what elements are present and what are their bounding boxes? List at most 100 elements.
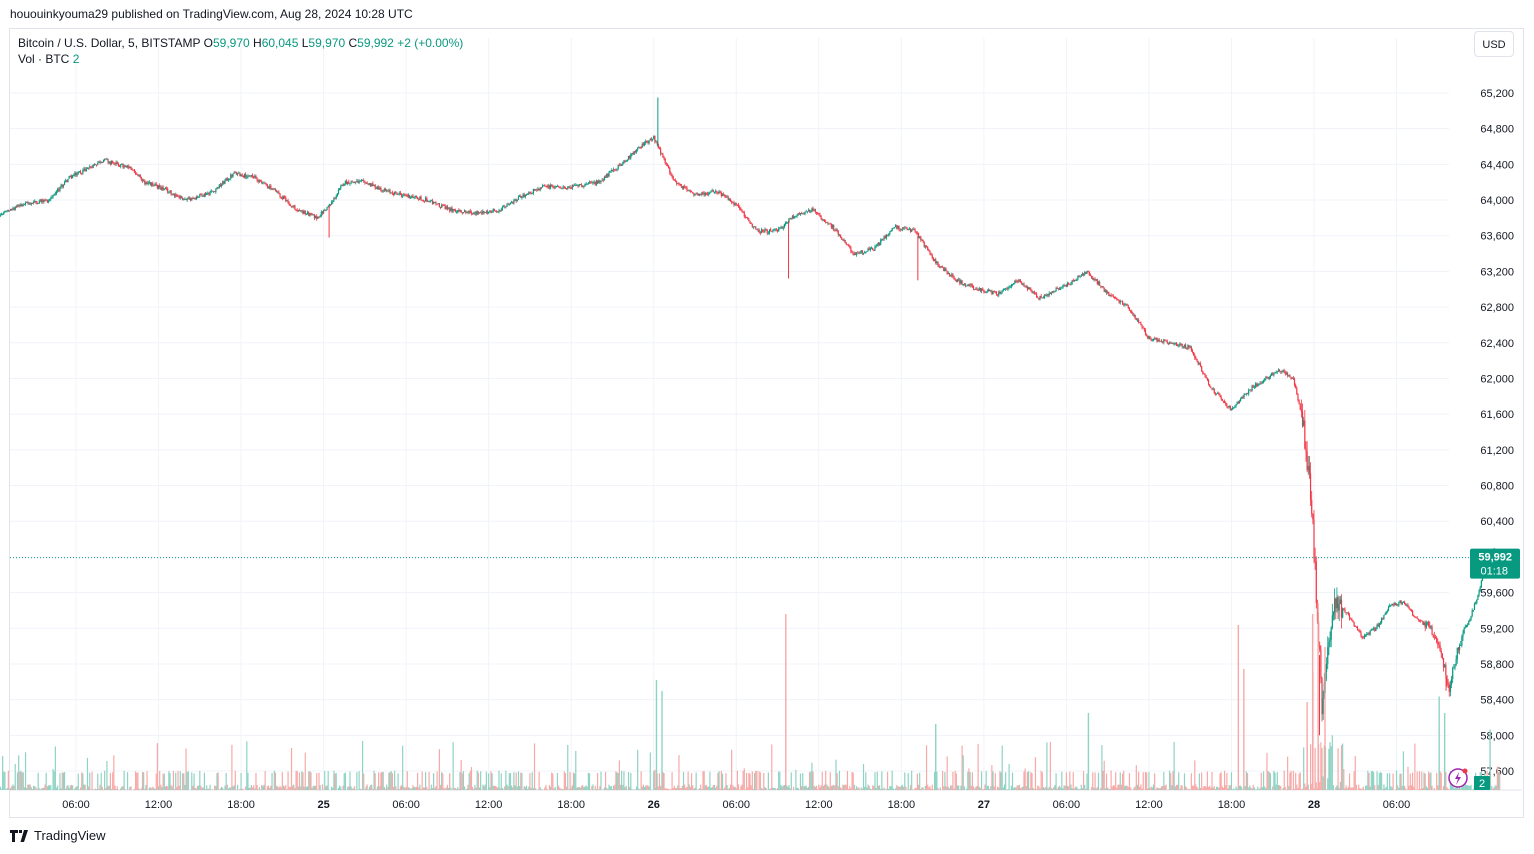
volume-bar xyxy=(20,770,22,790)
candle-body xyxy=(896,225,898,229)
volume-bar xyxy=(412,785,414,790)
volume-bar xyxy=(429,789,431,790)
candle-body xyxy=(30,203,32,205)
candle-body xyxy=(450,207,452,211)
candle-body xyxy=(712,190,714,193)
candle-body xyxy=(1176,345,1179,347)
candle-body xyxy=(639,147,641,148)
volume-bar xyxy=(953,788,955,790)
candle-body xyxy=(1210,386,1212,389)
volume-bar xyxy=(1422,788,1424,790)
candle-body xyxy=(1094,279,1096,280)
candle-body xyxy=(1175,342,1178,346)
volume-bar xyxy=(649,752,651,790)
candle-body xyxy=(661,153,663,155)
candle-body xyxy=(481,211,483,214)
candle-body xyxy=(1068,282,1070,285)
candle-body xyxy=(81,173,83,174)
volume-label[interactable]: Vol · BTC xyxy=(18,52,70,66)
candle-body xyxy=(878,242,881,245)
volume-bar xyxy=(880,788,882,790)
volume-bar xyxy=(1248,787,1250,790)
lightning-bolt-icon[interactable] xyxy=(1448,768,1468,788)
volume-bar xyxy=(767,772,769,790)
volume-bar xyxy=(686,787,688,790)
volume-bar xyxy=(1371,770,1374,790)
candle-body xyxy=(882,238,884,240)
candle-body xyxy=(334,198,336,199)
symbol-label[interactable]: Bitcoin / U.S. Dollar, 5, BITSTAMP xyxy=(18,36,201,50)
candle-body xyxy=(1190,346,1192,351)
candle-body xyxy=(229,178,231,180)
volume-bar xyxy=(950,785,952,790)
volume-bar xyxy=(457,787,459,790)
candle-body xyxy=(1334,598,1336,613)
candle-body xyxy=(177,196,179,198)
candle-body xyxy=(960,280,962,284)
volume-bar xyxy=(1187,789,1189,790)
volume-bar xyxy=(1249,785,1251,790)
volume-bar xyxy=(948,788,951,790)
candle-body xyxy=(327,206,329,208)
volume-bar xyxy=(654,769,656,790)
volume-bar xyxy=(905,786,907,790)
candle-body xyxy=(852,253,854,256)
volume-bar xyxy=(920,789,922,790)
candle-body xyxy=(176,194,178,197)
volume-bar xyxy=(28,784,30,790)
candle-body xyxy=(618,164,620,166)
candle-body xyxy=(27,202,29,204)
candle-body xyxy=(462,212,465,214)
volume-bar xyxy=(1253,787,1255,790)
volume-bar xyxy=(1215,786,1218,790)
volume-bar xyxy=(1460,788,1462,790)
candle-body xyxy=(374,184,376,188)
volume-bar xyxy=(546,789,548,790)
candle-body xyxy=(380,187,382,192)
volume-bar xyxy=(1413,786,1415,790)
candle-body xyxy=(162,187,164,190)
volume-bar xyxy=(809,772,811,790)
candle-body xyxy=(892,227,894,229)
candle-body xyxy=(1044,295,1046,298)
candle-body xyxy=(584,183,586,186)
volume-bar xyxy=(1069,771,1071,790)
candle-body xyxy=(24,202,27,205)
candle-body xyxy=(1377,624,1379,627)
candle-body xyxy=(656,141,658,144)
volume-spike-bar xyxy=(1237,625,1240,790)
time-tick-label: 18:00 xyxy=(557,799,585,811)
candle-body xyxy=(262,182,264,184)
candle-body xyxy=(648,140,650,144)
volume-bar xyxy=(778,771,780,790)
volume-bar xyxy=(812,771,814,790)
volume-bar xyxy=(529,773,531,790)
candle-body xyxy=(126,165,129,167)
volume-bar xyxy=(431,788,434,790)
candle-body xyxy=(586,183,588,185)
currency-button[interactable]: USD xyxy=(1474,31,1514,57)
price-tick-label: 59,200 xyxy=(1480,623,1514,635)
candle-body xyxy=(743,212,745,217)
tradingview-footer[interactable]: TradingView xyxy=(10,828,106,843)
candle-body xyxy=(135,172,137,174)
candle-body xyxy=(500,209,502,211)
candle-body xyxy=(123,165,125,168)
candle-body xyxy=(704,192,706,196)
candle-body xyxy=(1123,304,1125,306)
volume-bar xyxy=(1064,785,1066,790)
volume-bar xyxy=(135,771,137,790)
volume-bar xyxy=(663,772,665,790)
candle-body xyxy=(729,199,732,202)
candle-body xyxy=(1331,615,1333,628)
volume-spike-bar xyxy=(1324,647,1326,790)
candle-body xyxy=(1269,375,1272,378)
high-label: H xyxy=(253,36,262,50)
candle-body xyxy=(266,184,269,188)
volume-bar xyxy=(1301,788,1304,790)
volume-bar xyxy=(690,773,693,790)
volume-bar xyxy=(485,771,487,790)
candle-body xyxy=(411,195,413,198)
volume-bar xyxy=(540,789,542,790)
